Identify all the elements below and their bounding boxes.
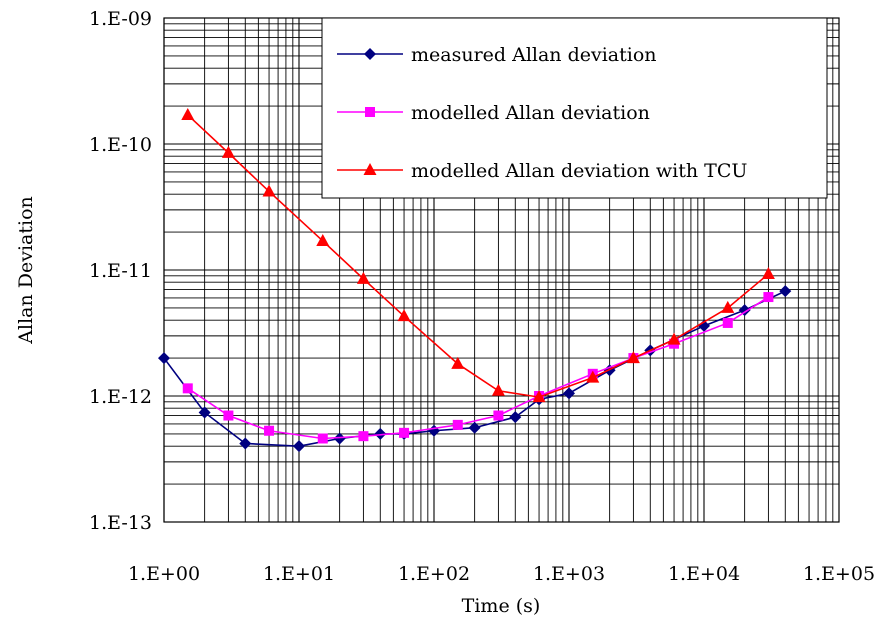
data-point (428, 424, 440, 437)
data-point (262, 184, 276, 197)
data-point (563, 387, 575, 400)
legend-label: modelled Allan deviation (411, 102, 650, 124)
data-point (181, 107, 195, 120)
y-tick-label: 1.E-11 (89, 260, 152, 282)
legend-marker (365, 107, 375, 117)
data-point (239, 437, 252, 450)
data-point (509, 411, 522, 424)
data-point (293, 440, 305, 453)
data-point (761, 266, 775, 279)
x-axis-tick-labels: 1.E+00 1.E+01 1.E+02 1.E+03 1.E+04 1.E+05 (128, 563, 875, 585)
legend-box (321, 17, 828, 199)
x-tick-label: 1.E+03 (533, 563, 605, 585)
series-line (187, 296, 769, 440)
data-point (182, 383, 193, 394)
legend-item: modelled Allan deviation with TCU (337, 160, 747, 182)
y-tick-label: 1.E-09 (89, 8, 152, 30)
data-point (358, 431, 369, 442)
data-point (451, 356, 465, 369)
x-tick-label: 1.E+02 (398, 563, 470, 585)
legend-marker (363, 163, 377, 175)
x-tick-label: 1.E+05 (803, 563, 875, 585)
y-tick-label: 1.E-12 (89, 386, 152, 408)
legend-label: measured Allan deviation (411, 44, 657, 66)
data-point (532, 390, 546, 403)
data-point (221, 145, 235, 158)
data-point (198, 406, 211, 419)
y-axis-title: Allan Deviation (15, 196, 37, 344)
y-tick-label: 1.E-10 (89, 134, 152, 156)
data-point (333, 432, 346, 445)
data-point (399, 427, 410, 438)
x-tick-label: 1.E+01 (263, 563, 335, 585)
data-point (586, 370, 600, 383)
data-point (491, 383, 505, 396)
y-axis-tick-labels: 1.E-09 1.E-10 1.E-11 1.E-12 1.E-13 (89, 8, 152, 534)
y-tick-label: 1.E-13 (89, 512, 152, 534)
data-point (452, 419, 463, 430)
legend-item: measured Allan deviation (337, 44, 657, 66)
data-point (667, 332, 681, 345)
data-point (722, 317, 733, 328)
data-point (779, 285, 792, 298)
data-point (397, 309, 411, 322)
data-point (223, 410, 234, 421)
legend-items: measured Allan deviation modelled Allan d… (337, 44, 747, 182)
data-point (626, 351, 640, 364)
legend-item: modelled Allan deviation (337, 102, 650, 124)
data-point (356, 271, 370, 284)
data-point (721, 300, 735, 313)
series-3 (181, 107, 775, 403)
x-tick-label: 1.E+04 (668, 563, 740, 585)
legend-marker (364, 48, 376, 60)
data-point (264, 425, 275, 436)
x-axis-title: Time (s) (462, 595, 541, 617)
data-point (316, 233, 330, 246)
data-point (493, 410, 504, 421)
data-point (158, 352, 170, 365)
x-tick-label: 1.E+00 (128, 563, 200, 585)
series-layer (158, 107, 792, 453)
data-point (317, 433, 328, 444)
legend-label: modelled Allan deviation with TCU (411, 160, 747, 182)
series-2 (182, 292, 774, 444)
series-line (187, 114, 769, 398)
data-point (763, 292, 774, 303)
legend: measured Allan deviation modelled Allan d… (321, 17, 828, 199)
data-point (468, 421, 481, 434)
data-point (374, 427, 387, 440)
